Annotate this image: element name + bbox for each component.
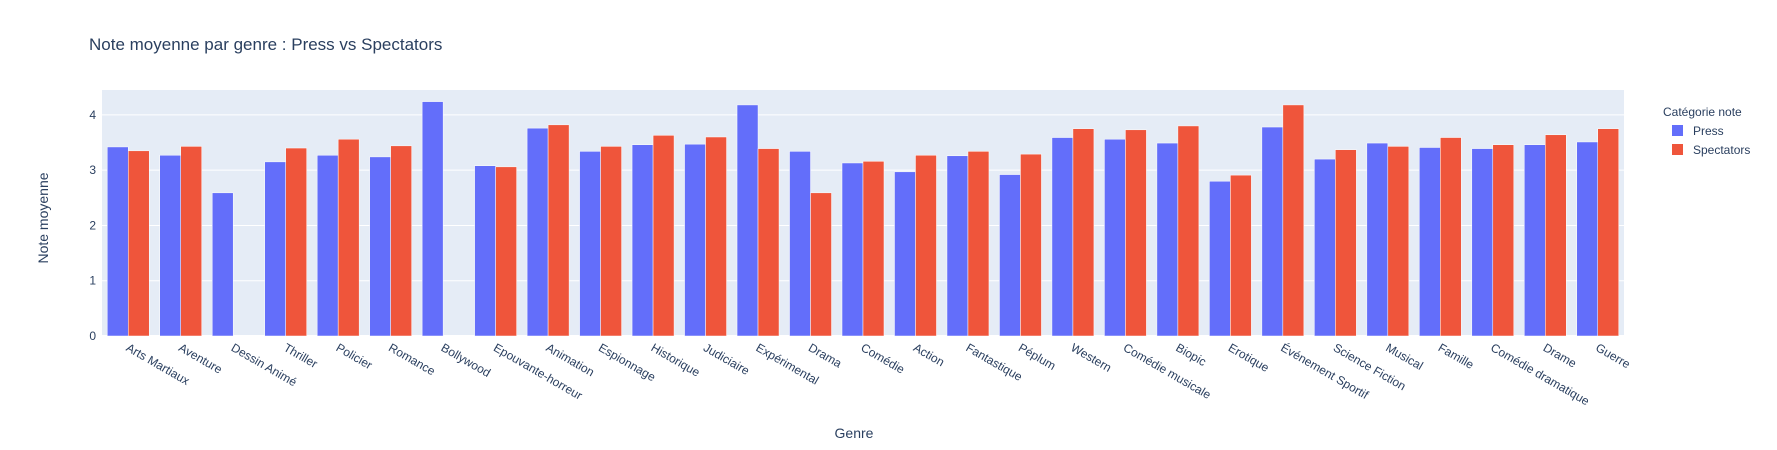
bar-press <box>421 101 444 337</box>
bar-spectators <box>1177 125 1200 337</box>
x-tick-label: Espionnage <box>596 340 658 384</box>
x-tick-label: Drama <box>806 340 844 370</box>
x-tick-label: Comédie dramatique <box>1488 340 1592 408</box>
x-tick-label: Erotique <box>1226 340 1272 375</box>
bar-press <box>1471 148 1494 337</box>
bar-press <box>1261 126 1284 337</box>
bar-press <box>579 151 601 337</box>
x-tick-label: Comédie <box>859 340 908 376</box>
bar-press <box>1156 142 1179 337</box>
y-tick-label: 3 <box>89 163 96 177</box>
bar-press <box>841 162 864 337</box>
x-tick-label: Thriller <box>281 340 320 370</box>
bar-spectators <box>810 192 832 337</box>
legend-title: Catégorie note <box>1663 105 1742 119</box>
chart-title: Note moyenne par genre : Press vs Specta… <box>89 35 442 54</box>
bar-press <box>1051 137 1074 337</box>
bar-press <box>1366 142 1389 337</box>
bar-press <box>369 156 391 337</box>
x-tick-label: Comédie musicale <box>1121 340 1214 402</box>
legend-items: Press Spectators <box>1672 124 1750 157</box>
bar-spectators <box>600 146 622 337</box>
bar-press <box>1104 138 1126 337</box>
y-tick-label: 2 <box>89 218 96 232</box>
bar-press <box>1576 141 1599 337</box>
bar-spectators <box>915 154 937 337</box>
x-tick-label: Événement Sportif <box>1278 340 1372 403</box>
y-axis-title: Note moyenne <box>35 172 51 263</box>
bar-press <box>894 171 916 337</box>
legend-swatch <box>1672 125 1683 136</box>
x-tick-label: Policier <box>334 340 375 372</box>
bar-spectators <box>967 151 990 337</box>
bar-spectators <box>652 135 675 337</box>
bar-spectators <box>127 150 150 337</box>
x-tick-label: Romance <box>386 340 438 378</box>
bar-spectators <box>757 148 780 337</box>
bar-spectators <box>862 161 885 337</box>
x-tick-label: Epouvante-horreur <box>491 340 585 402</box>
bar-press <box>474 165 496 337</box>
bar-spectators <box>337 138 360 337</box>
x-tick-label: Famille <box>1436 340 1477 372</box>
bar-press <box>1524 144 1546 337</box>
x-tick-label: Musical <box>1383 340 1425 372</box>
bar-press <box>316 154 339 337</box>
x-tick-label: Action <box>911 340 947 369</box>
legend-label: Spectators <box>1693 143 1750 157</box>
y-tick-label: 1 <box>89 274 96 288</box>
bar-press <box>684 143 706 337</box>
bar-press <box>736 104 759 337</box>
bar-spectators <box>1597 128 1620 337</box>
bar-press <box>211 192 234 337</box>
legend-label: Press <box>1693 124 1724 138</box>
bar-press <box>946 155 969 337</box>
bar-spectators <box>390 145 412 337</box>
bar-press <box>1209 180 1231 337</box>
bar-press <box>631 144 654 337</box>
bar-press <box>526 127 549 337</box>
legend-swatch <box>1672 144 1683 155</box>
legend: Catégorie note Press Spectators <box>1663 105 1750 157</box>
bar-press <box>159 154 181 337</box>
bar-spectators <box>495 166 517 337</box>
bar-press <box>1419 147 1441 337</box>
x-tick-label: Biopic <box>1173 340 1208 368</box>
bar-press <box>264 161 286 337</box>
bar-press <box>789 151 811 337</box>
bar-spectators <box>1072 128 1095 337</box>
y-tick-label: 4 <box>89 108 96 122</box>
bar-spectators <box>1387 146 1410 337</box>
y-tick-labels: 0 1 2 3 4 <box>89 108 96 343</box>
bar-spectators <box>285 147 307 337</box>
bar-spectators <box>180 146 202 337</box>
x-axis-title: Genre <box>835 425 874 441</box>
x-tick-label: Western <box>1068 340 1114 374</box>
x-tick-label: Judiciaire <box>701 340 752 378</box>
x-tick-label: Fantastique <box>963 340 1025 384</box>
x-tick-label: Péplum <box>1016 340 1058 372</box>
bar-spectators <box>705 136 727 337</box>
x-tick-label: Bollywood <box>439 340 493 379</box>
bar-spectators <box>1492 144 1515 337</box>
bar-spectators <box>1230 174 1252 337</box>
bar-press <box>1314 158 1336 337</box>
x-tick-label: Drame <box>1541 340 1579 370</box>
bar-spectators <box>1545 134 1567 337</box>
bar-press <box>106 146 129 337</box>
bar-spectators <box>1125 129 1147 337</box>
x-tick-label: Guerre <box>1593 340 1633 371</box>
bar-press <box>999 174 1021 337</box>
bar-spectators <box>1440 137 1462 337</box>
bar-spectators <box>1335 149 1357 337</box>
bar-spectators <box>547 124 570 337</box>
bars <box>106 101 1620 337</box>
bar-spectators <box>1282 104 1305 337</box>
bar-spectators <box>1020 153 1042 337</box>
y-tick-label: 0 <box>89 329 96 343</box>
